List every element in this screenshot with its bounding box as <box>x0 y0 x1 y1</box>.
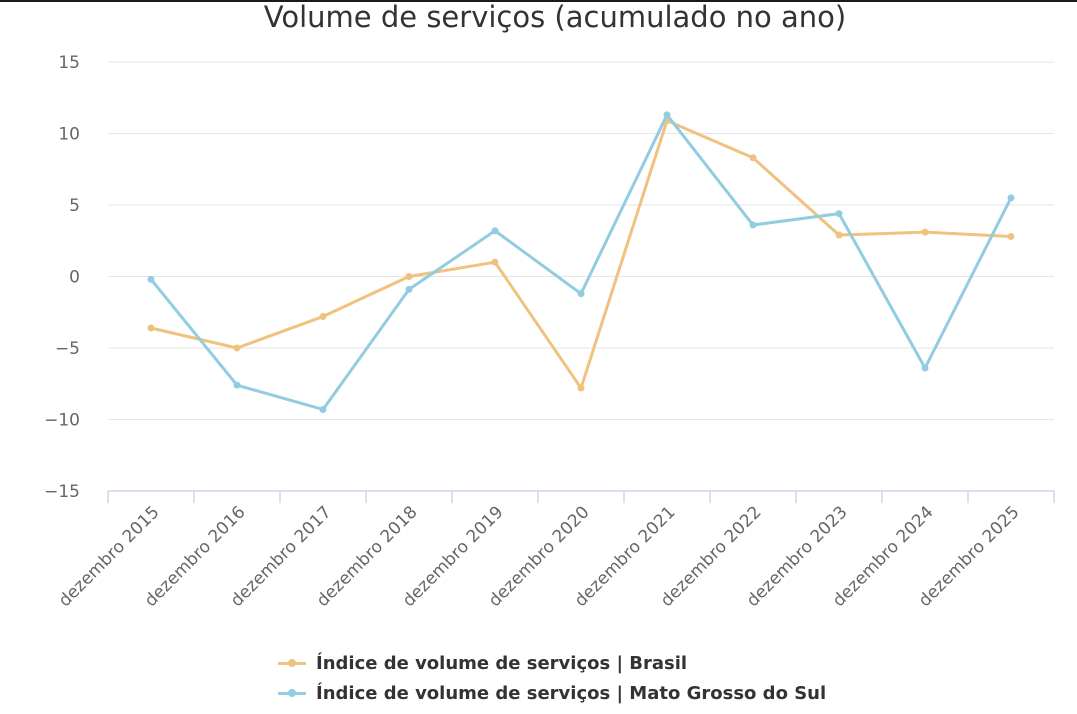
legend-item-mato-grosso-do-sul[interactable]: Índice de volume de serviços | Mato Gros… <box>278 678 826 708</box>
legend-swatch-mato-grosso-do-sul <box>278 688 306 698</box>
y-tick-label-2: 5 <box>69 196 80 216</box>
y-tick-label-5: −10 <box>44 411 80 431</box>
series-0-point-9 <box>921 228 929 236</box>
series-1-point-6 <box>663 111 671 119</box>
series-1-point-5 <box>577 290 585 298</box>
series-1-point-7 <box>749 221 757 229</box>
y-tick-label-1: 10 <box>58 125 80 145</box>
chart-title: Volume de serviços (acumulado no ano) <box>263 0 847 34</box>
series-0-point-7 <box>749 154 757 162</box>
series-1-point-10 <box>1007 194 1015 202</box>
y-tick-label-3: 0 <box>69 268 80 288</box>
series-0-point-3 <box>405 273 413 280</box>
series-0-point-1 <box>233 344 241 352</box>
legend-item-brasil[interactable]: Índice de volume de serviços | Brasil <box>278 648 826 678</box>
series-1-point-8 <box>835 210 843 218</box>
y-tick-label-0: 15 <box>58 53 80 73</box>
top-border <box>0 0 1077 2</box>
series-1-point-1 <box>233 381 241 389</box>
y-tick-label-4: −5 <box>55 339 80 359</box>
series-1-point-2 <box>319 405 327 413</box>
legend-swatch-brasil <box>278 658 306 668</box>
legend-dot-brasil <box>288 659 296 667</box>
series-0-point-0 <box>147 324 155 332</box>
series-1-point-4 <box>491 227 499 235</box>
y-tick-label-6: −15 <box>44 482 80 502</box>
series-1-point-0 <box>147 275 155 283</box>
series-line-1 <box>149 113 1013 411</box>
series-0-point-10 <box>1007 232 1015 240</box>
chart-legend: Índice de volume de serviços | Brasil Ín… <box>278 648 826 708</box>
legend-label-brasil: Índice de volume de serviços | Brasil <box>316 652 688 674</box>
series-0-point-4 <box>491 258 499 266</box>
series-1-point-3 <box>405 285 413 293</box>
legend-label-mato-grosso-do-sul: Índice de volume de serviços | Mato Gros… <box>316 682 827 704</box>
series-0-point-8 <box>835 231 843 239</box>
series-0-point-5 <box>577 384 585 392</box>
legend-dot-mato-grosso-do-sul <box>288 689 296 697</box>
series-1-point-9 <box>921 364 929 372</box>
series-0-point-2 <box>319 313 327 321</box>
